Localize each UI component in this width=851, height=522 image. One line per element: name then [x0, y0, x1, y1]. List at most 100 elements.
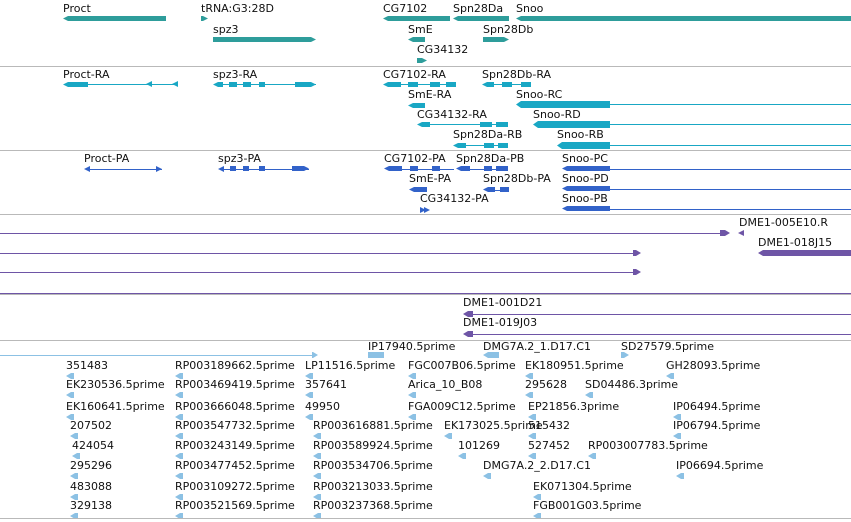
feature-glyph[interactable] [368, 352, 384, 358]
feature-glyph[interactable] [446, 82, 456, 87]
feature-label[interactable]: RP003213033.5prime [313, 480, 433, 493]
feature-label[interactable]: DME1-019J03 [463, 316, 538, 329]
feature-glyph[interactable] [175, 494, 183, 500]
feature-label[interactable]: Snoo-PD [562, 172, 609, 185]
feature-label[interactable]: SmE-PA [409, 172, 452, 185]
feature-glyph[interactable] [533, 513, 541, 519]
feature-glyph[interactable] [463, 331, 473, 337]
feature-label[interactable]: Snoo-RB [557, 128, 604, 141]
feature-label[interactable]: 329138 [70, 499, 112, 512]
feature-glyph[interactable] [720, 230, 730, 236]
feature-label[interactable]: 295296 [70, 459, 112, 472]
feature-glyph[interactable] [533, 121, 610, 128]
feature-label[interactable]: Snoo-RD [533, 108, 581, 121]
feature-glyph[interactable] [313, 513, 321, 519]
feature-glyph[interactable] [305, 373, 313, 379]
feature-label[interactable]: 424054 [72, 439, 114, 452]
feature-glyph[interactable] [483, 187, 495, 192]
feature-label[interactable]: CG7102-RA [383, 68, 446, 81]
feature-glyph[interactable] [66, 414, 74, 420]
feature-glyph[interactable] [533, 494, 541, 500]
feature-label[interactable]: tRNA:G3:28D [201, 2, 274, 15]
feature-glyph[interactable] [502, 82, 512, 87]
feature-label[interactable]: EP21856.3prime [528, 400, 620, 413]
feature-label[interactable]: 351483 [66, 359, 108, 372]
feature-label[interactable]: RP003237368.5prime [313, 499, 433, 512]
feature-glyph[interactable] [585, 392, 593, 398]
feature-label[interactable]: RP003547732.5prime [175, 419, 295, 432]
feature-glyph[interactable] [673, 414, 681, 420]
feature-label[interactable]: Proct-RA [63, 68, 110, 81]
feature-label[interactable]: LP11516.5prime [305, 359, 396, 372]
feature-label[interactable]: RP003243149.5prime [175, 439, 295, 452]
feature-label[interactable]: 295628 [525, 378, 567, 391]
feature-glyph[interactable] [229, 82, 237, 87]
feature-glyph[interactable] [70, 513, 78, 519]
feature-glyph[interactable] [588, 453, 596, 459]
feature-glyph[interactable] [408, 392, 416, 398]
feature-label[interactable]: RP003521569.5prime [175, 499, 295, 512]
feature-label[interactable]: DME1-005E10.R [739, 216, 828, 229]
feature-label[interactable]: GH28093.5prime [666, 359, 761, 372]
feature-glyph[interactable] [525, 392, 533, 398]
feature-label[interactable]: SD04486.3prime [585, 378, 678, 391]
feature-label[interactable]: Spn28Db-PA [483, 172, 551, 185]
feature-glyph[interactable] [496, 122, 508, 127]
feature-glyph[interactable] [463, 311, 473, 317]
feature-label[interactable]: EK230536.5prime [66, 378, 165, 391]
feature-label[interactable]: CG34132-RA [417, 108, 487, 121]
feature-glyph[interactable] [66, 373, 74, 379]
feature-glyph[interactable] [70, 473, 78, 479]
feature-glyph[interactable] [213, 82, 223, 87]
feature-glyph[interactable] [313, 473, 321, 479]
feature-glyph[interactable] [673, 433, 681, 439]
feature-label[interactable]: spz3-RA [213, 68, 258, 81]
feature-label[interactable]: CG34132 [417, 43, 469, 56]
feature-label[interactable]: SD27579.5prime [621, 340, 714, 353]
feature-glyph[interactable] [408, 414, 416, 420]
feature-label[interactable]: Spn28Db [483, 23, 534, 36]
feature-glyph[interactable] [383, 16, 450, 21]
feature-glyph[interactable] [484, 143, 494, 148]
feature-glyph[interactable] [453, 143, 466, 148]
feature-glyph[interactable] [453, 16, 509, 21]
feature-glyph[interactable] [621, 352, 629, 358]
feature-label[interactable]: 527452 [528, 439, 570, 452]
feature-label[interactable]: Spn28Db-RA [482, 68, 552, 81]
feature-label[interactable]: IP06694.5prime [676, 459, 764, 472]
feature-glyph[interactable] [410, 166, 418, 171]
feature-glyph[interactable] [409, 187, 427, 192]
feature-glyph[interactable] [175, 473, 183, 479]
feature-label[interactable]: EK071304.5prime [533, 480, 632, 493]
feature-glyph[interactable] [480, 122, 492, 127]
feature-glyph[interactable] [305, 414, 313, 420]
feature-glyph[interactable] [483, 352, 499, 358]
feature-glyph[interactable] [305, 392, 313, 398]
feature-glyph[interactable] [484, 166, 492, 171]
feature-glyph[interactable] [175, 392, 183, 398]
feature-label[interactable]: 49950 [305, 400, 340, 413]
feature-glyph[interactable] [175, 373, 183, 379]
feature-glyph[interactable] [408, 373, 416, 379]
feature-label[interactable]: DMG7A.2_1.D17.C1 [483, 340, 591, 353]
feature-glyph[interactable] [758, 250, 851, 256]
feature-glyph[interactable] [312, 352, 318, 358]
feature-glyph[interactable] [562, 166, 610, 171]
feature-glyph[interactable] [295, 82, 316, 87]
feature-glyph[interactable] [528, 453, 536, 459]
feature-label[interactable]: IP06794.5prime [673, 419, 761, 432]
feature-label[interactable]: FGC007B06.5prime [408, 359, 516, 372]
feature-label[interactable]: IP17940.5prime [368, 340, 456, 353]
feature-label[interactable]: IP06494.5prime [673, 400, 761, 413]
feature-label[interactable]: Spn28Da [453, 2, 504, 15]
feature-glyph[interactable] [562, 186, 610, 191]
feature-glyph[interactable] [666, 373, 674, 379]
feature-label[interactable]: Snoo [516, 2, 544, 15]
feature-glyph[interactable] [72, 453, 80, 459]
feature-label[interactable]: Snoo-PC [562, 152, 608, 165]
feature-glyph[interactable] [313, 433, 321, 439]
feature-glyph[interactable] [557, 142, 610, 149]
feature-label[interactable]: RP003007783.5prime [588, 439, 708, 452]
feature-label[interactable]: Arica_10_B08 [408, 378, 483, 391]
feature-glyph[interactable] [430, 82, 440, 87]
